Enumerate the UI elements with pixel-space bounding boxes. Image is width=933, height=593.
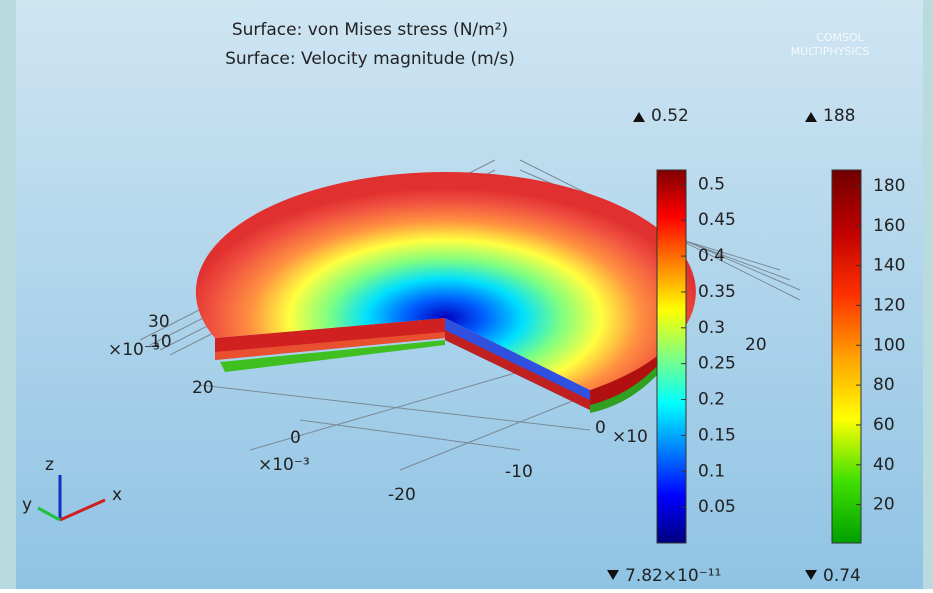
colorbar-tick-label: 40 — [873, 455, 895, 475]
colorbar-tick-label: 0.15 — [698, 425, 736, 445]
colorbar-tick-label: 180 — [873, 176, 905, 196]
colorbar-tick-label: 120 — [873, 295, 905, 315]
min-label: 7.82×10⁻¹¹ — [625, 566, 721, 586]
colorbar-tick-label: 20 — [873, 495, 895, 515]
min-label: 0.74 — [823, 566, 861, 586]
axis-tick-label: 0 — [595, 418, 606, 438]
axis-tick-label: 20 — [192, 378, 214, 398]
colorbar-tick-label: 0.25 — [698, 354, 736, 374]
axis-tick-label: ×10⁻³ — [108, 340, 160, 360]
triad-label: x — [112, 485, 122, 505]
colorbar-tick-label: 0.4 — [698, 246, 725, 266]
colorbar-tick-label: 80 — [873, 375, 895, 395]
axis-tick-label: 30 — [148, 312, 170, 332]
colorbar-tick-label: 60 — [873, 415, 895, 435]
plot-window: Surface: von Mises stress (N/m²) Surface… — [0, 0, 933, 589]
colorbar — [657, 170, 686, 543]
max-label: 188 — [823, 106, 855, 126]
logo: MULTIPHYSICS — [791, 45, 870, 58]
colorbar-tick-label: 0.05 — [698, 497, 736, 517]
triad-label: y — [22, 495, 32, 515]
colorbar-tick-label: 0.2 — [698, 390, 725, 410]
axis-tick-label: -10 — [505, 462, 533, 482]
colorbar-tick-label: 140 — [873, 256, 905, 276]
colorbar-tick-label: 0.5 — [698, 174, 725, 194]
axis-tick-label: 20 — [745, 335, 767, 355]
colorbar-tick-label: 0.45 — [698, 210, 736, 230]
colorbar-tick-label: 0.3 — [698, 318, 725, 338]
colorbar-tick-label: 100 — [873, 335, 905, 355]
title: Surface: von Mises stress (N/m²) — [232, 20, 508, 40]
axis-tick-label: ×10⁻³ — [258, 455, 310, 475]
colorbar-tick-label: 160 — [873, 216, 905, 236]
max-label: 0.52 — [651, 106, 689, 126]
logo: COMSOL — [816, 31, 864, 44]
colorbar-tick-label: 0.1 — [698, 461, 725, 481]
axis-tick-label: ×10 — [612, 427, 648, 447]
title: Surface: Velocity magnitude (m/s) — [225, 49, 515, 69]
triad-label: z — [45, 455, 54, 475]
colorbar-tick-label: 0.35 — [698, 282, 736, 302]
axis-tick-label: -20 — [388, 485, 416, 505]
axis-tick-label: 0 — [290, 428, 301, 448]
